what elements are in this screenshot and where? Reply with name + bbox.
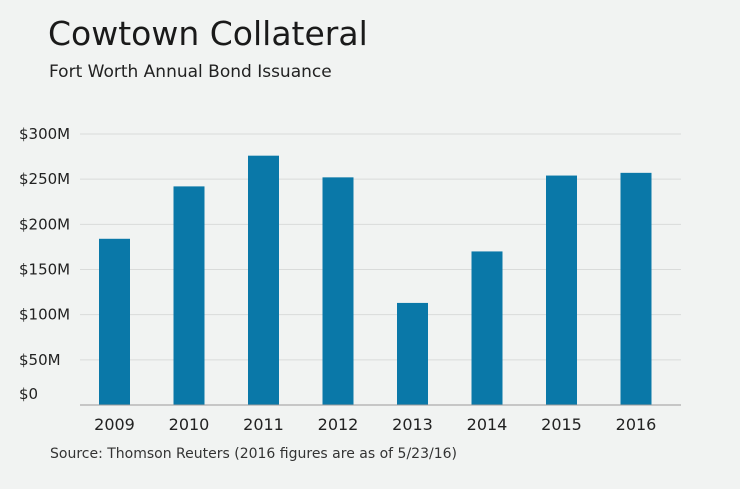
y-tick-label: $200M <box>19 215 70 233</box>
x-axis-tick-labels: 2009 2010 2011 2012 2013 2014 2015 2016 <box>94 415 656 434</box>
bar-2010 <box>173 186 205 405</box>
bar-2013 <box>397 302 428 405</box>
x-tick-label: 2016 <box>616 415 657 434</box>
y-tick-label: $300M <box>19 125 70 143</box>
x-tick-label: 2012 <box>318 415 359 434</box>
gridlines <box>80 133 681 361</box>
x-tick-label: 2014 <box>467 415 508 434</box>
x-tick-label: 2013 <box>392 415 433 434</box>
y-tick-label: $100M <box>19 306 70 324</box>
y-tick-label: $0 <box>19 385 38 403</box>
y-tick-label: $250M <box>19 170 70 188</box>
y-tick-label: $50M <box>19 351 61 369</box>
x-tick-label: 2011 <box>243 415 284 434</box>
x-tick-label: 2010 <box>169 415 210 434</box>
chart-subtitle: Fort Worth Annual Bond Issuance <box>49 62 332 82</box>
bar-2011 <box>248 155 279 405</box>
bar-2015 <box>546 175 577 405</box>
source-note: Source: Thomson Reuters (2016 figures ar… <box>50 446 457 462</box>
bar-2016 <box>620 172 652 405</box>
x-tick-label: 2015 <box>541 415 582 434</box>
bar-2014 <box>471 251 503 405</box>
chart-title: Cowtown Collateral <box>48 14 368 53</box>
y-tick-label: $150M <box>19 261 70 279</box>
bar-2012 <box>322 177 354 405</box>
bar-2009 <box>99 238 130 405</box>
y-axis-tick-labels: $0 $50M $100M $150M $200M $250M $300M <box>19 125 70 403</box>
bars <box>99 155 652 405</box>
x-tick-label: 2009 <box>94 415 135 434</box>
